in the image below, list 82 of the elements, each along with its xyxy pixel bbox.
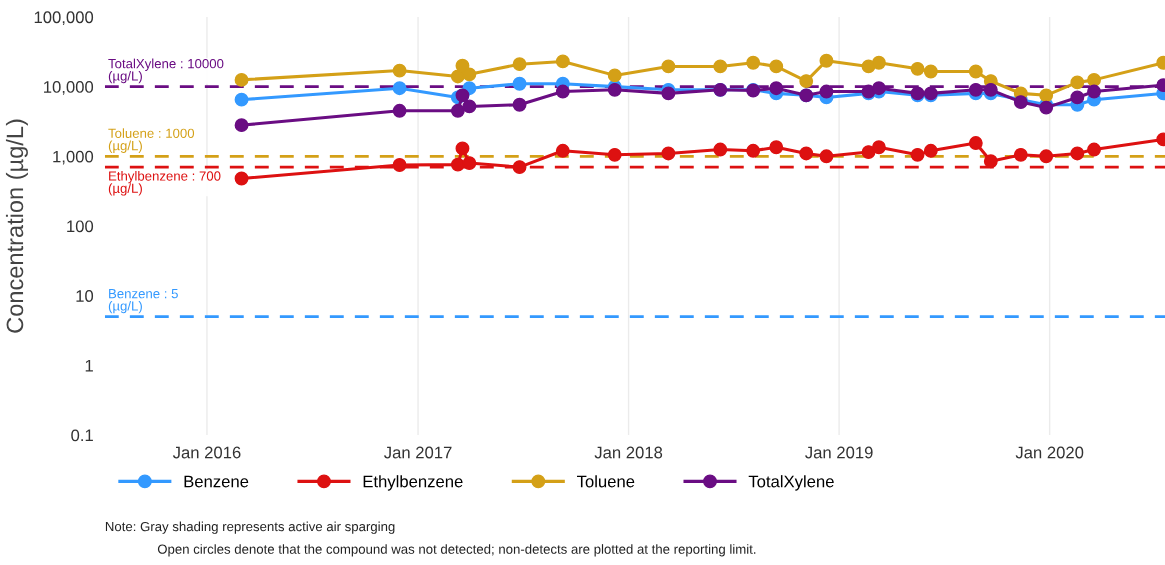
point xyxy=(1087,142,1101,157)
point xyxy=(392,158,407,172)
ref-line-label: Toluene : 1000 (µg/L) xyxy=(108,128,195,153)
point xyxy=(983,154,998,169)
x-tick-label: Jan 2016 xyxy=(172,446,241,459)
y-tick-label: 1 xyxy=(85,359,93,372)
y-tick-label: 10,000 xyxy=(44,81,94,95)
point xyxy=(1039,88,1054,103)
y-tick-label: 10 xyxy=(76,290,94,302)
point xyxy=(819,53,834,68)
point xyxy=(1087,84,1101,99)
legend-label: Benzene xyxy=(184,475,249,488)
point xyxy=(555,84,570,99)
point xyxy=(555,54,570,69)
ref-line-label: Ethylbenzene : 700 (µg/L) xyxy=(108,170,221,196)
point xyxy=(1039,149,1054,164)
point xyxy=(923,64,938,79)
point xyxy=(769,140,784,155)
point xyxy=(512,160,527,175)
point xyxy=(450,103,465,118)
point xyxy=(819,149,834,164)
x-tick-label: Jan 2018 xyxy=(594,446,663,459)
point xyxy=(392,63,407,78)
point xyxy=(713,142,728,157)
point xyxy=(462,67,477,82)
point xyxy=(1013,147,1028,162)
point xyxy=(512,57,527,72)
point xyxy=(968,64,983,79)
point xyxy=(983,82,998,97)
point xyxy=(819,84,834,99)
y-tick-label: 100 xyxy=(67,220,94,233)
y-tick-label: 1,000 xyxy=(53,150,94,165)
text: Open circles denote that the compound was not detected; non-detects are plotted at the reporting limit. xyxy=(157,544,756,557)
point xyxy=(1087,72,1101,87)
point xyxy=(234,72,249,87)
point xyxy=(910,61,925,76)
point xyxy=(1070,146,1085,161)
text: Note: Gray shading represents active air sparging xyxy=(105,521,395,534)
point xyxy=(234,92,249,107)
point xyxy=(923,143,938,158)
point xyxy=(713,59,728,74)
x-tick-label: Jan 2020 xyxy=(1015,446,1084,459)
point xyxy=(1070,90,1085,105)
point xyxy=(661,59,676,74)
y-axis-title: Concentration (µg/L) xyxy=(5,119,28,333)
point xyxy=(512,76,527,91)
legend-label: TotalXylene xyxy=(748,475,834,491)
legend-label: Toluene xyxy=(577,475,635,488)
point xyxy=(799,146,814,161)
point xyxy=(234,171,249,186)
legend-label: Ethylbenzene xyxy=(363,475,463,491)
point xyxy=(392,81,407,96)
point xyxy=(555,143,570,158)
point xyxy=(968,136,983,150)
ref-line-label: TotalXylene : 10000 (µg/L) xyxy=(108,58,224,84)
point xyxy=(799,74,814,89)
point xyxy=(746,55,761,70)
ref-line-label: Benzene : 5 (µg/L) xyxy=(108,289,178,314)
point xyxy=(861,145,876,160)
y-tick-label: 100,000 xyxy=(34,11,94,26)
point xyxy=(871,140,886,155)
point xyxy=(910,147,925,162)
point xyxy=(234,118,249,133)
point xyxy=(871,55,886,70)
point xyxy=(607,147,622,162)
point xyxy=(450,157,465,172)
point xyxy=(661,86,676,101)
point xyxy=(769,81,784,96)
point xyxy=(1070,75,1085,90)
point xyxy=(968,82,983,97)
point xyxy=(455,141,470,156)
point xyxy=(512,97,527,112)
x-tick-label: Jan 2019 xyxy=(805,446,873,459)
point xyxy=(462,156,477,171)
point xyxy=(661,146,676,161)
point xyxy=(746,143,761,158)
y-tick-label: 0.1 xyxy=(71,429,93,442)
point xyxy=(769,59,784,74)
x-tick-label: Jan 2017 xyxy=(384,446,452,459)
point xyxy=(392,103,407,118)
point xyxy=(607,68,622,83)
point xyxy=(462,99,477,114)
